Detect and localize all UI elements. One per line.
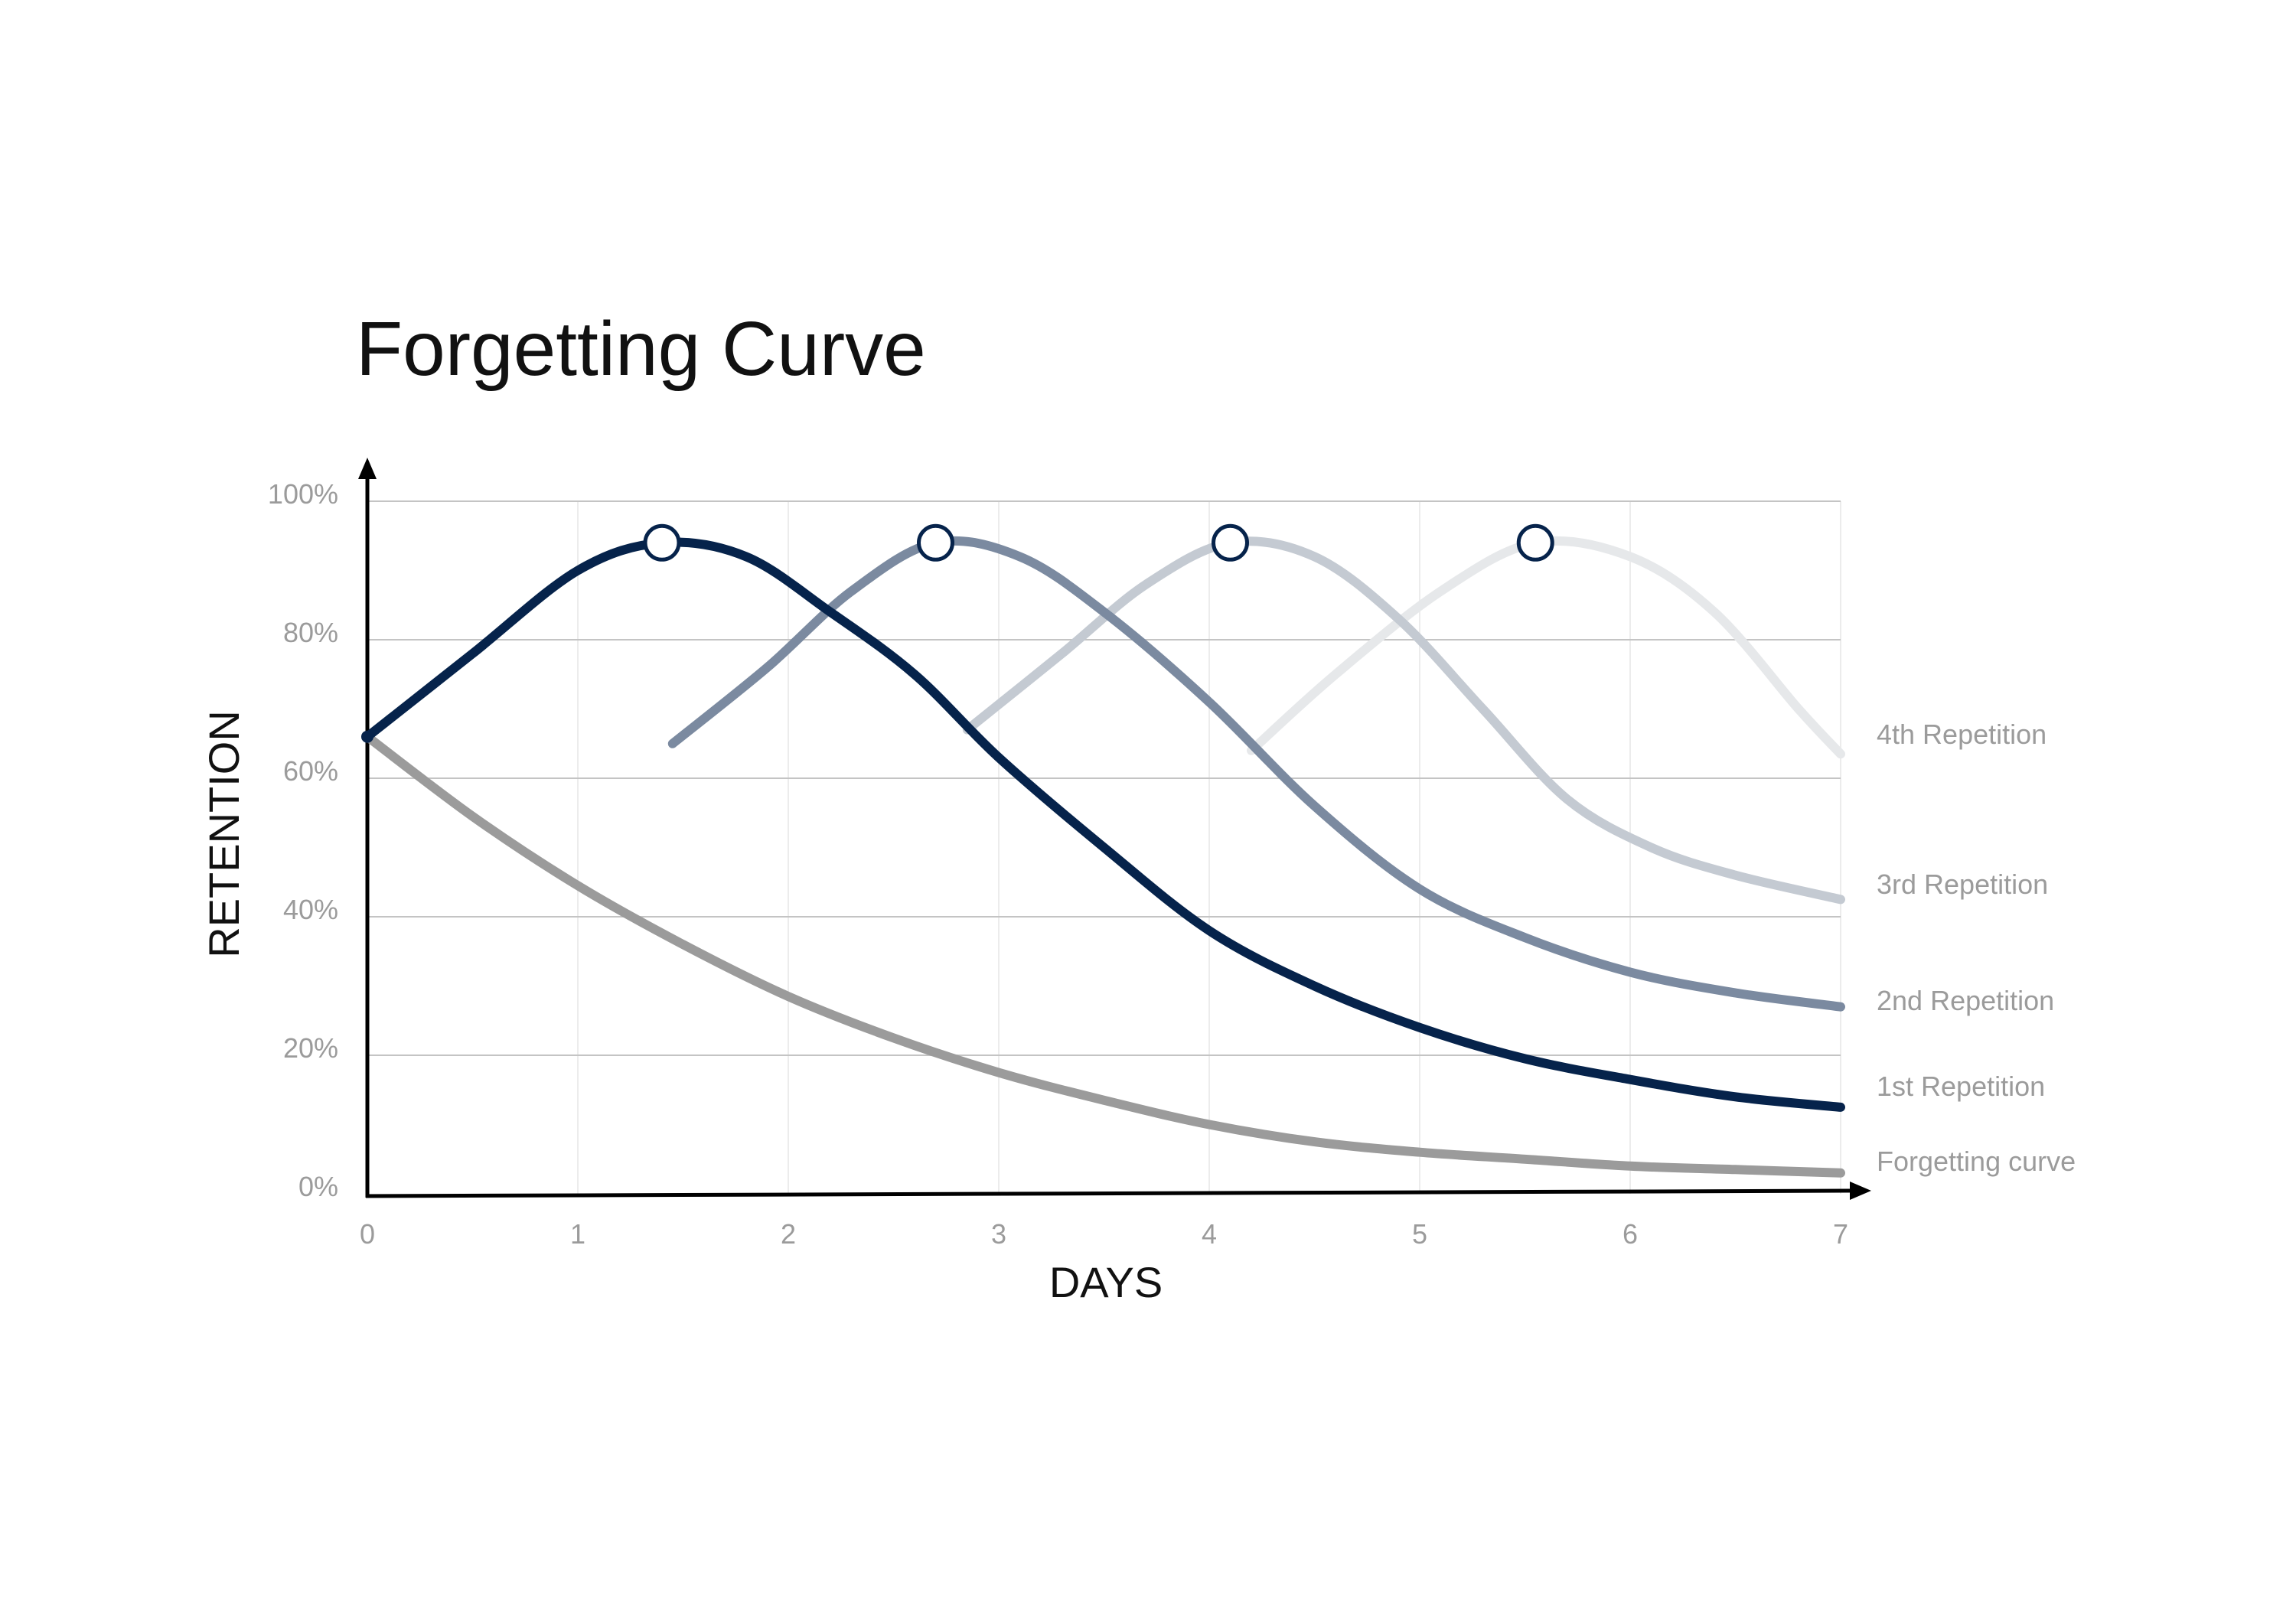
x-tick-label: 7 — [1833, 1218, 1848, 1250]
series-labels: Forgetting curve 1st Repetition 2nd Repeti… — [1877, 719, 2076, 1177]
start-point — [361, 730, 373, 743]
series-line-2nd-repetition — [667, 536, 1845, 1012]
x-tick-label: 5 — [1412, 1218, 1427, 1250]
series-lines — [361, 536, 1845, 1178]
series-label-4th-repetition: 4th Repetition — [1877, 719, 2047, 750]
x-tick-label: 6 — [1623, 1218, 1638, 1250]
chart-title: Forgetting Curve — [356, 306, 926, 392]
peak-markers — [643, 523, 1554, 562]
x-axis-arrow-icon — [1850, 1182, 1871, 1200]
y-tick-label: 60% — [283, 755, 338, 787]
x-axis-line — [365, 1188, 1859, 1198]
series-line-forgetting-curve — [363, 732, 1845, 1178]
series-label-1st-repetition: 1st Repetition — [1877, 1071, 2045, 1102]
peak-marker — [917, 523, 954, 562]
series-line-4th-repetition — [1247, 536, 1845, 759]
y-axis-arrow-icon — [358, 458, 377, 479]
y-tick-label: 40% — [283, 894, 338, 925]
series-line-3rd-repetition — [962, 536, 1845, 905]
x-tick-label: 1 — [570, 1218, 585, 1250]
x-tick-label: 0 — [360, 1218, 375, 1250]
y-tick-label: 80% — [283, 617, 338, 648]
y-tick-label: 0% — [298, 1171, 338, 1202]
x-tick-label: 2 — [781, 1218, 796, 1250]
y-axis-title: RETENTION — [200, 710, 248, 958]
peak-marker — [1516, 523, 1554, 562]
y-tick-label: 20% — [283, 1032, 338, 1064]
peak-marker — [1212, 523, 1249, 562]
peak-marker — [643, 523, 681, 562]
y-tick-label: 100% — [268, 478, 338, 510]
grid — [367, 500, 1841, 1194]
x-axis-title: DAYS — [1049, 1258, 1163, 1306]
series-label-2nd-repetition: 2nd Repetition — [1877, 985, 2054, 1016]
series-label-forgetting-curve: Forgetting curve — [1877, 1146, 2076, 1177]
x-tick-label: 4 — [1202, 1218, 1217, 1250]
series-line-1st-repetition — [363, 537, 1845, 1112]
axes — [358, 458, 1871, 1200]
tick-labels: 0 1 2 3 4 5 6 7 0% 20% 40% 60% 80% 100% — [268, 478, 1848, 1250]
series-label-3rd-repetition: 3rd Repetition — [1877, 869, 2048, 900]
x-tick-label: 3 — [991, 1218, 1006, 1250]
